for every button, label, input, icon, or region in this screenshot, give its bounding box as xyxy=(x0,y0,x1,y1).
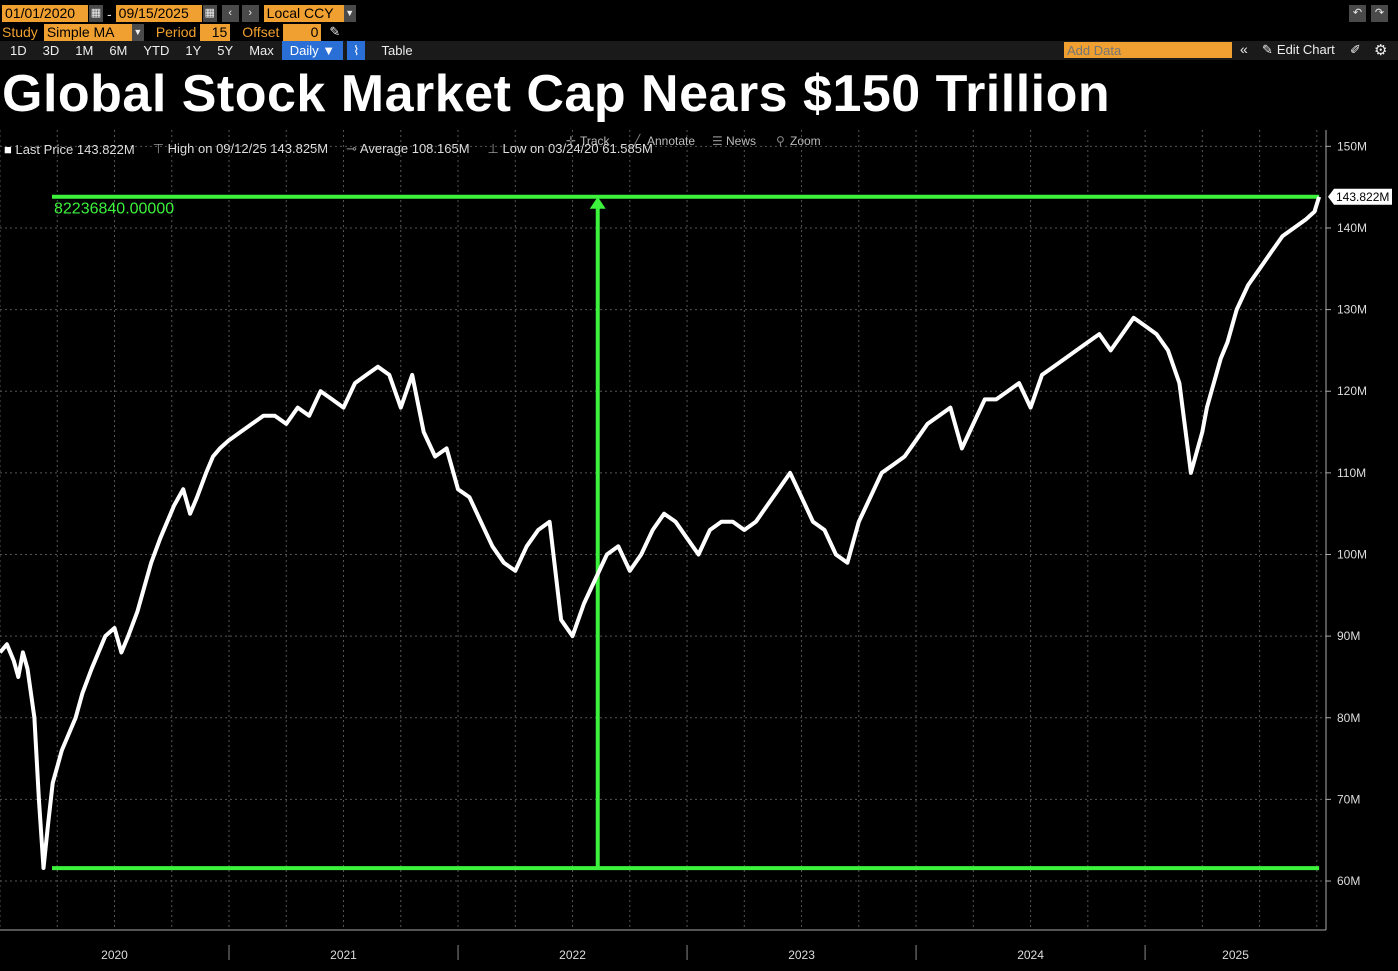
table-button[interactable]: Table xyxy=(381,43,413,58)
y-tick-label: 80M xyxy=(1337,711,1360,725)
study-toolbar: Study Simple MA ▼ Period 15 Offset 0 ✎ xyxy=(0,23,1398,41)
frequency-select[interactable]: Daily ▼ xyxy=(281,41,344,60)
series: 143.822M xyxy=(0,188,1392,870)
range-tab-5y[interactable]: 5Y xyxy=(217,43,234,58)
legend-value: 108.165M xyxy=(411,141,470,156)
add-data-field[interactable] xyxy=(1064,42,1232,59)
tool-annotate[interactable]: ╱ Annotate xyxy=(632,133,695,148)
end-date-input[interactable]: 09/15/2025 xyxy=(115,5,202,22)
track-icon: ✛ xyxy=(566,134,576,148)
last-price-icon: ■ xyxy=(4,141,16,157)
annotations: 82236840.00000 xyxy=(52,194,1320,871)
y-tick-label: 90M xyxy=(1337,629,1360,643)
legend-value: 61.585M xyxy=(602,141,653,156)
y-tick-label: 150M xyxy=(1337,139,1367,153)
line-chart-icon[interactable]: ⌇ xyxy=(347,41,366,60)
high-icon: ⊤ xyxy=(152,141,168,156)
tool-track[interactable]: ✛ Track xyxy=(566,134,611,148)
range-tab-1y[interactable]: 1Y xyxy=(185,43,202,58)
annotation-label: 82236840.00000 xyxy=(54,201,174,218)
pencil-icon: ✎ xyxy=(1262,42,1273,57)
y-tick-label: 60M xyxy=(1337,874,1360,888)
y-tick-label: 70M xyxy=(1337,792,1360,806)
legend-label: High on 09/12/25 xyxy=(167,141,271,156)
last-price-label: 143.822M xyxy=(1336,190,1389,204)
legend-label: Low on 03/24/20 xyxy=(502,141,603,156)
period-label: Period xyxy=(155,24,197,40)
study-select[interactable]: Simple MA xyxy=(43,23,132,41)
annotate-icon: ╱ xyxy=(632,133,641,148)
next-arrow-icon[interactable]: › xyxy=(241,5,259,22)
redo-icon[interactable]: ↷ xyxy=(1371,5,1388,22)
x-tick-label: 2021 xyxy=(330,948,357,962)
legend: ■ Last Price 143.822M ⊤ High on 09/12/25 … xyxy=(4,139,653,159)
undo-icon[interactable]: ↶ xyxy=(1349,5,1366,22)
range-tab-3d[interactable]: 3D xyxy=(42,43,60,58)
y-tick-label: 120M xyxy=(1337,384,1367,398)
y-tick-label: 100M xyxy=(1337,547,1367,561)
edit-chart-button[interactable]: ✎ Edit Chart xyxy=(1262,42,1335,58)
x-tick-label: 2020 xyxy=(101,948,128,962)
start-date-input[interactable]: 01/01/2020 xyxy=(2,5,88,22)
legend-value: 143.822M xyxy=(76,141,135,157)
chart-tools[interactable]: ✛ Track ╱ Annotate ☰ News ⚲ Zoom xyxy=(566,133,821,148)
range-tab-1m[interactable]: 1M xyxy=(75,43,94,58)
chart-edit-icon[interactable]: ✐ xyxy=(1350,42,1361,57)
add-data-input[interactable] xyxy=(1064,42,1230,59)
tool-zoom[interactable]: ⚲ Zoom xyxy=(776,134,821,148)
grid xyxy=(0,130,1326,930)
range-tab-6m[interactable]: 6M xyxy=(109,43,128,58)
news-icon: ☰ xyxy=(712,134,723,148)
axes: 60M 70M 80M 90M 100M 110M 120M 130M 140M 150M 2020… xyxy=(0,130,1367,962)
previous-arrow-icon[interactable]: ‹ xyxy=(221,5,239,22)
offset-label: Offset xyxy=(242,24,280,40)
calendar-icon[interactable]: ▦ xyxy=(202,5,217,22)
range-tab-max[interactable]: Max xyxy=(249,43,274,58)
tool-label: Zoom xyxy=(790,134,821,148)
double-chevron-left-icon[interactable]: « xyxy=(1240,41,1248,57)
currency-select[interactable]: Local CCY xyxy=(263,5,344,22)
tool-news[interactable]: ☰ News xyxy=(712,134,756,148)
legend-label: Last Price xyxy=(15,141,77,157)
tool-label: Track xyxy=(580,134,611,148)
y-tick-label: 130M xyxy=(1337,303,1367,317)
study-label: Study xyxy=(2,24,38,40)
price-line[interactable] xyxy=(0,196,1322,870)
chevron-down-icon[interactable]: ▼ xyxy=(343,5,356,22)
chevron-down-icon[interactable]: ▼ xyxy=(131,23,144,41)
range-tab-ytd[interactable]: YTD xyxy=(143,43,170,58)
x-tick-label: 2024 xyxy=(1017,948,1044,962)
offset-input[interactable]: 0 xyxy=(283,23,322,41)
gear-icon[interactable]: ⚙ xyxy=(1374,42,1388,59)
y-tick-label: 140M xyxy=(1337,221,1367,235)
period-input[interactable]: 15 xyxy=(200,23,231,41)
x-tick-label: 2023 xyxy=(788,948,815,962)
zoom-icon: ⚲ xyxy=(776,134,785,148)
x-tick-label: 2022 xyxy=(559,948,586,962)
legend-item-low: ⊥ Low on 03/24/20 61.585M xyxy=(488,141,653,157)
legend-label: Average xyxy=(359,141,412,156)
legend-item-last-price: ■ Last Price 143.822M xyxy=(4,142,135,157)
range-tabs: 1D 3D 1M 6M YTD 1Y 5Y Max xyxy=(2,41,282,60)
x-tick-label: 2025 xyxy=(1222,948,1249,962)
range-toolbar: 1D 3D 1M 6M YTD 1Y 5Y Max Daily ▼ ⌇ Table « ✎ E… xyxy=(0,41,1398,60)
chart-title: Global Stock Market Cap Nears $150 Trill… xyxy=(2,65,1111,123)
calendar-icon[interactable]: ▦ xyxy=(89,5,103,22)
arrow-head xyxy=(589,196,606,209)
edit-chart-label: Edit Chart xyxy=(1276,42,1335,57)
pencil-icon[interactable]: ✎ xyxy=(329,24,341,39)
date-toolbar: 01/01/2020 ▦ - 09/15/2025 ▦ ‹ › Local CC… xyxy=(0,4,1398,23)
low-icon: ⊥ xyxy=(487,141,503,156)
legend-value: 143.825M xyxy=(270,141,329,156)
average-icon: ⊸ xyxy=(346,141,360,156)
legend-item-average: ⊸ Average 108.165M xyxy=(346,141,469,157)
tool-label: Annotate xyxy=(647,134,695,148)
tool-label: News xyxy=(726,134,756,148)
range-tab-1d[interactable]: 1D xyxy=(10,43,27,58)
y-tick-label: 110M xyxy=(1337,466,1366,480)
date-separator: - xyxy=(107,5,112,22)
last-price-tag xyxy=(1328,188,1392,205)
legend-item-high: ⊤ High on 09/12/25 143.825M xyxy=(153,141,328,157)
